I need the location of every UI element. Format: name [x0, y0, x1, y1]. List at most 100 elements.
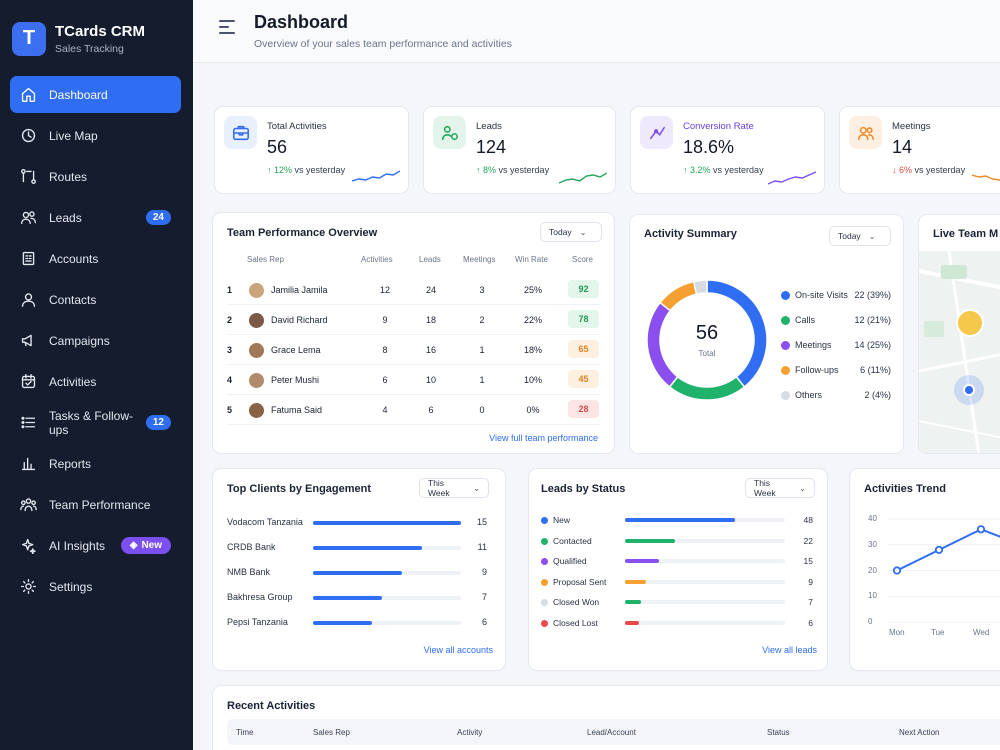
rank: 3: [227, 345, 233, 355]
view-all-accounts-link[interactable]: View all accounts: [423, 645, 493, 655]
legend-label: Meetings: [795, 340, 832, 350]
sidebar-item-settings[interactable]: Settings: [10, 568, 181, 605]
table-row[interactable]: 2 David Richard 9 18 2 22% 78: [227, 305, 600, 335]
client-row[interactable]: Pepsi Tanzania 6: [227, 617, 487, 637]
donut-total-value: 56: [695, 322, 719, 344]
legend-item: Meetings 14 (25%): [781, 339, 891, 354]
team-filter-dropdown[interactable]: Today ⌄: [540, 222, 602, 242]
legend-item: Others 2 (4%): [781, 389, 891, 404]
status-bar-track: [625, 559, 785, 563]
sidebar-item-dashboard[interactable]: Dashboard: [10, 76, 181, 113]
trend-point: [976, 525, 986, 534]
leads-value: 16: [425, 345, 436, 355]
arrow-up-icon: ↑: [476, 165, 484, 175]
activity-filter-dropdown[interactable]: Today ⌄: [829, 226, 891, 246]
table-row[interactable]: 4 Peter Mushi 6 10 1 10% 45: [227, 365, 600, 395]
clients-filter-dropdown[interactable]: This Week ⌄: [419, 478, 489, 498]
rep-name: Fatuma Said: [271, 405, 323, 415]
donut-slice-follow-ups: [659, 280, 698, 312]
leads-status-panel: Leads by Status This Week ⌄ New 48 Contacte…: [528, 468, 828, 671]
sidebar-item-activities[interactable]: Activities: [10, 363, 181, 400]
lead-status-row[interactable]: Qualified 15: [541, 556, 813, 576]
sparkline-path: [559, 172, 607, 184]
stat-delta: ↓ 6% vs yesterday: [892, 165, 965, 175]
win-rate-value: 22%: [523, 315, 542, 325]
status-bar-track: [625, 538, 785, 543]
sidebar-item-team-performance[interactable]: Team Performance: [10, 486, 181, 523]
win-rate-value: 10%: [523, 375, 542, 385]
status-dot: [541, 537, 548, 545]
lead-status-row[interactable]: Proposal Sent 9: [541, 577, 813, 597]
stat-card-conversion-rate[interactable]: Conversion Rate 18.6% ↑ 3.2% vs yesterday: [630, 106, 825, 194]
stat-card-leads[interactable]: Leads 124 ↑ 8% vs yesterday: [423, 106, 616, 194]
map-canvas[interactable]: [919, 250, 1000, 453]
lead-status-row[interactable]: New 48: [541, 515, 813, 535]
page-title: Dashboard: [254, 12, 349, 32]
client-bar-track: [313, 596, 461, 600]
sidebar-item-label: Dashboard: [49, 87, 108, 102]
menu-icon[interactable]: [219, 20, 235, 34]
client-row[interactable]: Bakhresa Group 7: [227, 592, 487, 612]
lock-icon: ◈: [129, 540, 138, 551]
sidebar-item-campaigns[interactable]: Campaigns: [10, 322, 181, 359]
sidebar-item-ai-insights[interactable]: AI Insights ◈ New: [10, 527, 181, 564]
users-icon: [20, 209, 37, 226]
stat-card-meetings[interactable]: Meetings 14 ↓ 6% vs yesterday: [839, 106, 1000, 194]
trend-line: [896, 528, 1000, 572]
legend-label: Others: [795, 390, 823, 400]
client-name: Bakhresa Group: [227, 592, 293, 602]
sidebar-item-routes[interactable]: Routes: [10, 158, 181, 195]
client-bar-track: [313, 521, 461, 525]
view-team-performance-link[interactable]: View full team performance: [489, 433, 598, 443]
status-label: Closed Won: [553, 597, 600, 607]
y-tick-label: 0: [868, 617, 873, 626]
table-row[interactable]: 1 Jamilia Jamila 12 24 3 25% 92: [227, 275, 600, 305]
chevron-down-icon: ⌄: [473, 483, 480, 493]
sidebar-item-label: Contacts: [49, 292, 97, 307]
table-row[interactable]: 3 Grace Lema 8 16 1 18% 65: [227, 335, 600, 365]
stat-card-total-activities[interactable]: Total Activities 56 ↑ 12% vs yesterday: [214, 106, 409, 194]
top-clients-title: Top Clients by Engagement: [227, 483, 372, 495]
sidebar-item-live-map[interactable]: Live Map: [10, 117, 181, 154]
lead-status-row[interactable]: Closed Lost 6: [541, 618, 813, 638]
client-row[interactable]: CRDB Bank 11: [227, 542, 487, 562]
lead-status-row[interactable]: Contacted 22: [541, 536, 813, 556]
sidebar-item-contacts[interactable]: Contacts: [10, 281, 181, 318]
location-dot-icon[interactable]: [963, 384, 975, 396]
table-row[interactable]: 5 Fatuma Said 4 6 0 0% 28: [227, 395, 600, 425]
legend-value: 12 (21%): [854, 315, 891, 325]
meetings-value: 2: [479, 315, 485, 325]
home-icon: [20, 86, 37, 103]
building-icon: [20, 250, 37, 267]
sidebar-item-reports[interactable]: Reports: [10, 445, 181, 482]
trend-point: [892, 566, 902, 575]
sparkline: [768, 171, 816, 185]
status-label: Closed Lost: [553, 617, 598, 628]
lead-status-row[interactable]: Closed Won 7: [541, 597, 813, 617]
leads-filter-dropdown[interactable]: This Week ⌄: [745, 478, 815, 498]
client-row[interactable]: NMB Bank 9: [227, 567, 487, 587]
status-bar-track: [625, 518, 785, 522]
sidebar-item-leads[interactable]: Leads 24: [10, 199, 181, 236]
status-bar-track: [625, 600, 785, 604]
status-label: New: [553, 515, 571, 525]
leads-status-title: Leads by Status: [541, 483, 626, 495]
sidebar-item-label: Activities: [49, 374, 97, 389]
stat-label: Conversion Rate: [683, 121, 754, 132]
activity-donut-chart: [646, 279, 768, 401]
legend-dot: [781, 391, 790, 400]
rep-avatar-marker[interactable]: [956, 309, 984, 337]
legend-dot: [781, 341, 790, 350]
client-name: CRDB Bank: [227, 542, 276, 552]
routes-icon: [20, 168, 37, 185]
sidebar-item-accounts[interactable]: Accounts: [10, 240, 181, 277]
sidebar-item-label: AI Insights: [49, 538, 106, 553]
client-row[interactable]: Vodacom Tanzania 15: [227, 517, 487, 537]
sidebar-item-tasks-follow-ups[interactable]: Tasks & Follow-ups 12: [10, 404, 181, 441]
avatar: [249, 283, 264, 298]
col-sales-rep: Sales Rep: [247, 255, 284, 264]
brand-logo: T: [12, 21, 46, 56]
view-all-leads-link[interactable]: View all leads: [762, 645, 817, 655]
stat-value: 124: [476, 137, 507, 157]
avatar: [249, 373, 264, 388]
